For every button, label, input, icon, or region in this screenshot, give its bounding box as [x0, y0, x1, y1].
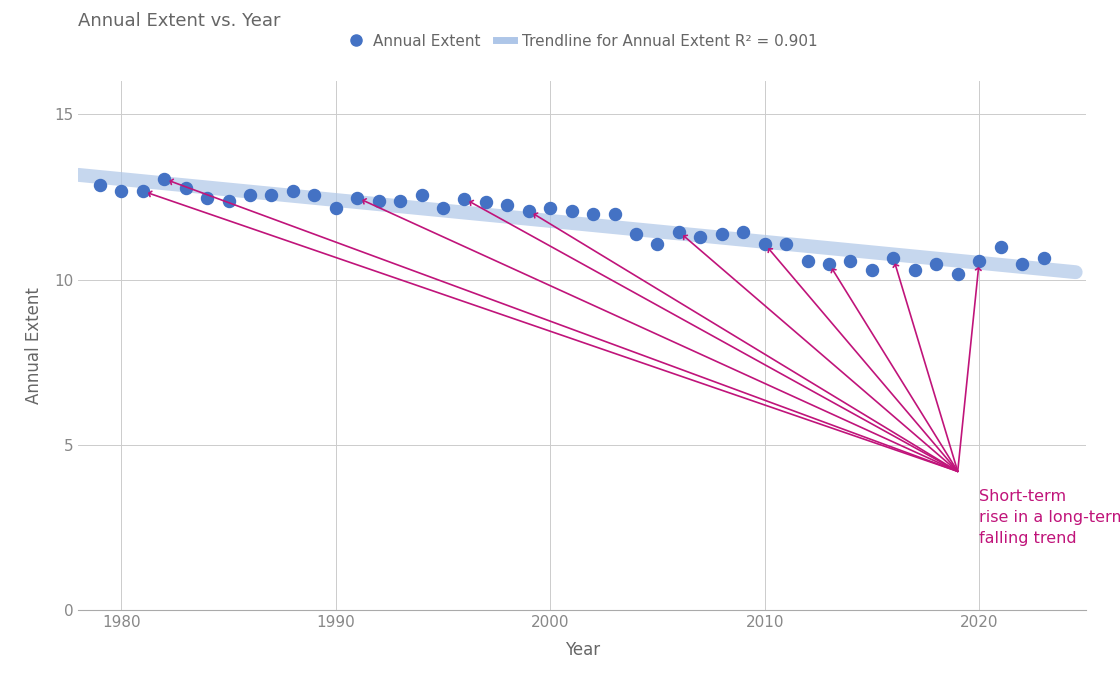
Point — [670, 226, 688, 237]
Point — [220, 195, 237, 206]
Point — [241, 190, 259, 201]
Point — [1014, 258, 1032, 269]
Point — [133, 186, 151, 197]
Text: Annual Extent vs. Year: Annual Extent vs. Year — [78, 12, 281, 30]
Point — [841, 255, 859, 266]
Point — [949, 268, 967, 279]
Point — [627, 228, 645, 239]
Point — [712, 228, 730, 239]
Point — [820, 258, 838, 269]
Point — [327, 202, 345, 213]
Point — [477, 197, 495, 207]
Point — [991, 241, 1009, 252]
Point — [306, 190, 324, 201]
Text: Short-term
rise in a long-term
falling trend: Short-term rise in a long-term falling t… — [979, 489, 1120, 546]
Legend: Annual Extent, Trendline for Annual Extent R² = 0.901: Annual Extent, Trendline for Annual Exte… — [342, 28, 823, 56]
Point — [756, 239, 774, 250]
Point — [456, 193, 474, 204]
Point — [391, 195, 409, 206]
Y-axis label: Annual Extent: Annual Extent — [25, 287, 44, 404]
Point — [156, 174, 174, 184]
Point — [735, 226, 753, 237]
Point — [606, 209, 624, 220]
Point — [648, 239, 666, 250]
Point — [520, 205, 538, 216]
Point — [198, 193, 216, 203]
Point — [885, 253, 903, 264]
Point — [498, 200, 516, 211]
Point — [562, 205, 580, 216]
Point — [799, 255, 816, 266]
X-axis label: Year: Year — [564, 641, 600, 659]
Point — [777, 239, 795, 250]
Point — [370, 195, 388, 206]
Point — [585, 209, 603, 220]
Point — [262, 190, 280, 201]
Point — [906, 265, 924, 276]
Point — [283, 186, 301, 197]
Point — [1035, 253, 1053, 264]
Point — [348, 193, 366, 203]
Point — [412, 190, 430, 201]
Point — [970, 256, 988, 267]
Point — [177, 182, 195, 193]
Point — [91, 180, 109, 191]
Point — [541, 202, 559, 213]
Point — [112, 186, 130, 197]
Point — [435, 202, 452, 213]
Point — [864, 265, 881, 276]
Point — [927, 258, 945, 269]
Point — [691, 232, 709, 243]
